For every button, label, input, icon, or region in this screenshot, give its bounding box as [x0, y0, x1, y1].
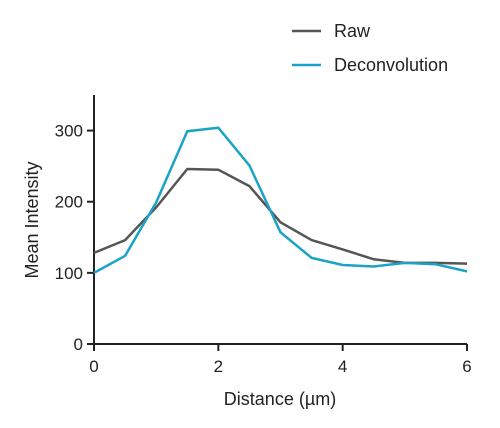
y-tick-label: 0 [74, 335, 83, 354]
legend: Raw Deconvolution [292, 21, 448, 75]
y-axis-label: Mean Intensity [22, 161, 42, 278]
series-group [93, 126, 468, 274]
x-axis-label: Distance (µm) [224, 389, 336, 409]
x-tick-label: 6 [462, 357, 471, 376]
x-tick-label: 2 [214, 357, 223, 376]
legend-label-raw: Raw [334, 21, 371, 41]
y-tick-label: 100 [55, 264, 83, 283]
legend-label-deconvolution: Deconvolution [334, 55, 448, 75]
series-line-raw [93, 167, 468, 265]
y-tick-label: 200 [55, 193, 83, 212]
y-tick-label: 300 [55, 122, 83, 141]
x-tick-label: 4 [338, 357, 347, 376]
series-line-deconvolution [93, 126, 468, 274]
axes: 0 2 4 6 0 100 200 300 [55, 95, 472, 376]
x-tick-label: 0 [89, 357, 98, 376]
